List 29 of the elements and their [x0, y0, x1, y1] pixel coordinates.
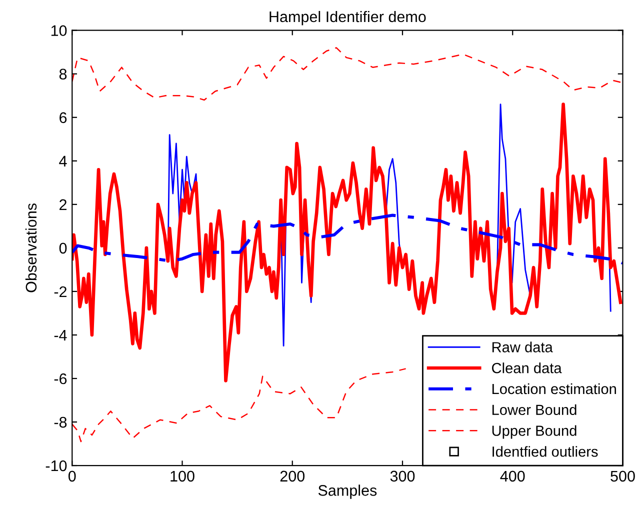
y-tick-label: -6: [54, 373, 67, 384]
y-tick-label: 10: [51, 25, 67, 36]
y-tick-label: -10: [46, 460, 67, 472]
y-tick-label: 8: [59, 68, 67, 80]
line-series: [72, 47, 622, 101]
legend-label: Raw data: [492, 342, 553, 352]
y-tick-label: 2: [60, 199, 66, 210]
x-tick-label: 200: [280, 470, 305, 482]
x-tick-label: 0: [68, 470, 76, 482]
x-tick-label: 100: [170, 470, 194, 482]
x-tick-label: 300: [390, 470, 415, 482]
y-tick-label: -4: [54, 330, 67, 341]
legend-label: Location estimation: [492, 383, 616, 394]
x-tick-label: 500: [610, 470, 635, 482]
y-tick-label: 4: [59, 156, 67, 166]
legend-label: Identfied outliers: [492, 446, 598, 457]
y-tick-label: -2: [54, 286, 66, 297]
y-tick-label: 6: [60, 112, 67, 124]
y-axis-title: Observations: [25, 203, 37, 292]
line-series: [72, 368, 406, 442]
y-tick-label: -8: [54, 416, 67, 428]
chart-title: Hampel Identifier demo: [270, 10, 426, 26]
x-tick-label: 400: [500, 470, 525, 482]
x-axis-title: Samples: [318, 484, 377, 499]
legend-label: Upper Bound: [492, 425, 576, 439]
line-series: [72, 102, 622, 382]
legend-label: Lower Bound: [492, 404, 576, 416]
legend-label: Clean data: [492, 362, 562, 374]
y-tick-label: 0: [59, 242, 67, 254]
